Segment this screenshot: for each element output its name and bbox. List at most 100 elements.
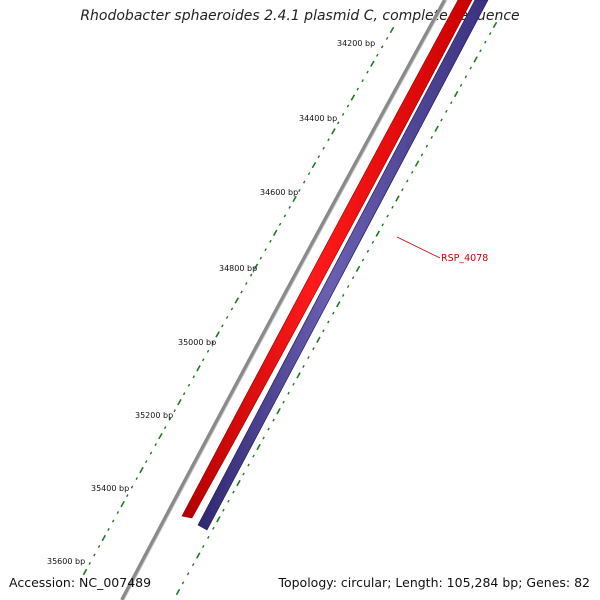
inner-ring-minor-tick: [227, 499, 230, 503]
inner-ring-major-tick: [375, 230, 381, 237]
outer-ring-minor-tick: [317, 155, 321, 159]
inner-ring-major-tick: [195, 552, 201, 559]
inner-ring-major-tick: [216, 516, 221, 523]
outer-ring-minor-tick: [154, 443, 157, 447]
inner-ring-minor-tick: [445, 109, 448, 113]
inner-ring-minor-tick: [302, 364, 305, 368]
outer-ring-minor-tick: [327, 138, 330, 142]
outer-ring-minor-tick: [356, 87, 359, 91]
inner-ring-minor-tick: [484, 40, 487, 44]
inner-ring-minor-tick: [262, 436, 265, 440]
outer-ring-minor-tick: [341, 112, 345, 116]
inner-ring-major-tick: [453, 90, 459, 98]
outer-ring-minor-tick: [93, 553, 96, 557]
inner-ring-minor-tick: [406, 179, 409, 183]
inner-ring-minor-tick: [252, 454, 255, 458]
inner-ring-minor-tick: [401, 188, 404, 192]
inner-ring-minor-tick: [420, 153, 424, 157]
inner-ring-major-tick: [175, 588, 181, 596]
inner-ring-minor-tick: [272, 418, 275, 422]
outer-ring-major-tick: [292, 195, 297, 203]
inner-ring-minor-tick: [322, 329, 325, 333]
inner-ring-minor-tick: [247, 463, 250, 467]
outer-ring-major-tick: [331, 128, 336, 135]
outer-ring-minor-tick: [163, 426, 167, 430]
outer-ring-minor-tick: [283, 214, 287, 218]
outer-ring-minor-tick: [221, 324, 224, 328]
inner-ring-minor-tick: [386, 214, 389, 218]
outer-ring-minor-tick: [173, 409, 176, 413]
outer-ring-minor-tick: [385, 36, 389, 40]
inner-ring-minor-tick: [430, 135, 433, 139]
outer-ring-minor-tick: [361, 79, 364, 83]
inner-ring-minor-tick: [327, 320, 330, 324]
outer-ring-minor-tick: [168, 417, 172, 421]
outer-ring-minor-tick: [225, 315, 229, 319]
outer-ring-major-tick: [370, 60, 375, 67]
inner-ring-minor-tick: [361, 258, 365, 262]
reverse-strand-feature[interactable]: [197, 0, 489, 531]
tick-label-34400: 34400 bp: [299, 114, 337, 123]
outer-ring-minor-tick: [202, 358, 205, 362]
inner-ring-major-tick: [434, 125, 439, 132]
outer-ring-minor-tick: [107, 528, 110, 531]
forward-strand-feature[interactable]: [181, 0, 473, 519]
inner-ring-minor-tick: [186, 572, 190, 576]
inner-ring-major-tick: [335, 301, 341, 308]
outer-ring-minor-tick: [126, 494, 129, 498]
outer-ring-minor-tick: [230, 307, 234, 311]
outer-ring-minor-tick: [88, 562, 91, 565]
inner-tick-ring: [175, 21, 498, 596]
outer-ring-minor-tick: [245, 282, 248, 286]
gene-label-rsp-4078[interactable]: RSP_4078: [441, 253, 488, 264]
inner-ring-major-tick: [276, 407, 281, 415]
inner-ring-minor-tick: [479, 49, 482, 53]
inner-ring-major-tick: [492, 21, 498, 29]
inner-ring-minor-tick: [312, 347, 315, 351]
inner-ring-minor-tick: [292, 382, 295, 386]
outer-ring-minor-tick: [278, 222, 282, 226]
inner-ring-minor-tick: [346, 285, 350, 289]
tick-label-34800: 34800 bp: [219, 264, 257, 273]
outer-ring-minor-tick: [259, 256, 263, 260]
outer-ring-major-tick: [101, 534, 107, 542]
outer-ring-major-tick: [350, 94, 356, 101]
inner-ring-minor-tick: [267, 427, 270, 431]
inner-ring-minor-tick: [488, 32, 492, 36]
outer-ring-minor-tick: [288, 205, 291, 209]
inner-ring-minor-tick: [332, 311, 335, 315]
inner-ring-major-tick: [473, 56, 478, 63]
outer-ring-minor-tick: [192, 375, 195, 379]
inner-ring-minor-tick: [222, 508, 225, 512]
outer-ring-minor-tick: [182, 392, 186, 396]
outer-ring-minor-tick: [187, 383, 191, 387]
tick-marks: [82, 21, 498, 596]
inner-ring-minor-tick: [287, 391, 290, 395]
outer-ring-minor-tick: [144, 460, 148, 464]
outer-ring-major-tick: [253, 263, 259, 270]
inner-ring-minor-tick: [191, 563, 195, 567]
inner-ring-minor-tick: [459, 83, 463, 87]
topology-summary: Topology: circular; Length: 105,284 bp; …: [278, 575, 590, 590]
outer-ring-minor-tick: [380, 45, 384, 49]
outer-ring-minor-tick: [264, 248, 267, 252]
outer-ring-minor-tick: [366, 70, 369, 74]
tick-label-35600: 35600 bp: [47, 557, 85, 566]
backbone-highlight: [123, 0, 448, 600]
outer-ring-major-tick: [215, 331, 220, 338]
inner-ring-minor-tick: [242, 472, 245, 476]
outer-ring-minor-tick: [249, 273, 253, 277]
inner-ring-major-tick: [355, 265, 361, 273]
inner-ring-minor-tick: [425, 144, 429, 148]
inner-ring-minor-tick: [212, 526, 215, 530]
outer-ring-minor-tick: [376, 53, 379, 57]
inner-ring-major-tick: [296, 372, 301, 379]
inner-ring-minor-tick: [391, 205, 394, 209]
inner-ring-minor-tick: [307, 356, 310, 360]
outer-ring-major-tick: [139, 466, 144, 474]
inner-ring-minor-tick: [282, 400, 285, 404]
outer-ring-minor-tick: [135, 477, 139, 481]
tick-label-34600: 34600 bp: [260, 188, 298, 197]
outer-ring-major-tick: [82, 568, 88, 576]
